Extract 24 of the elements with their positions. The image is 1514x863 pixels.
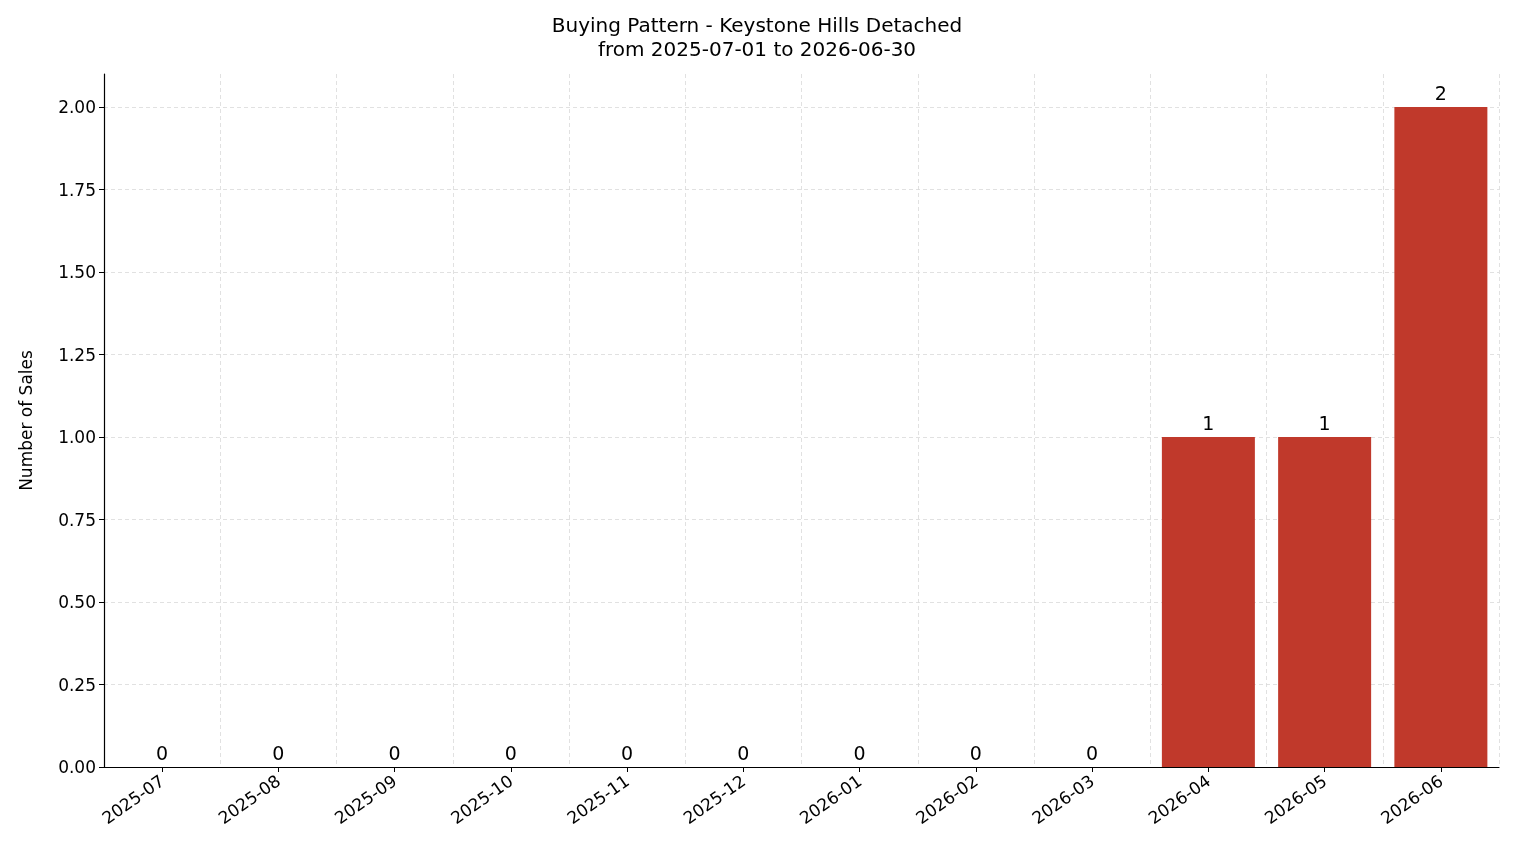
y-axis-title: Number of Sales <box>15 349 36 491</box>
y-tick-label: 0.50 <box>58 592 96 612</box>
data-label: 0 <box>1086 741 1099 764</box>
y-tick-label: 0.75 <box>58 509 96 530</box>
data-label: 0 <box>621 741 634 764</box>
data-label: 0 <box>272 741 285 764</box>
data-label: 0 <box>156 741 169 764</box>
y-tick-label: 0.25 <box>58 674 96 695</box>
data-label: 0 <box>504 741 517 764</box>
y-tick-label: 2.00 <box>58 97 96 117</box>
data-label: 1 <box>1202 411 1215 434</box>
y-tick-label: 1.50 <box>58 262 96 282</box>
data-label: 0 <box>969 741 982 764</box>
data-label: 0 <box>853 741 866 764</box>
chart-title: Buying Pattern - Keystone Hills Detached <box>551 13 963 37</box>
y-tick-label: 1.25 <box>58 344 96 365</box>
data-label: 0 <box>737 741 750 764</box>
data-label: 0 <box>388 741 401 764</box>
chart-subtitle: from 2025-07-01 to 2026-06-30 <box>597 37 917 61</box>
y-tick-label: 1.75 <box>58 179 96 200</box>
y-tick-label: 1.00 <box>58 427 96 447</box>
data-label: 1 <box>1318 411 1331 434</box>
data-label: 2 <box>1434 81 1447 104</box>
y-tick-label: 0.00 <box>58 757 96 777</box>
